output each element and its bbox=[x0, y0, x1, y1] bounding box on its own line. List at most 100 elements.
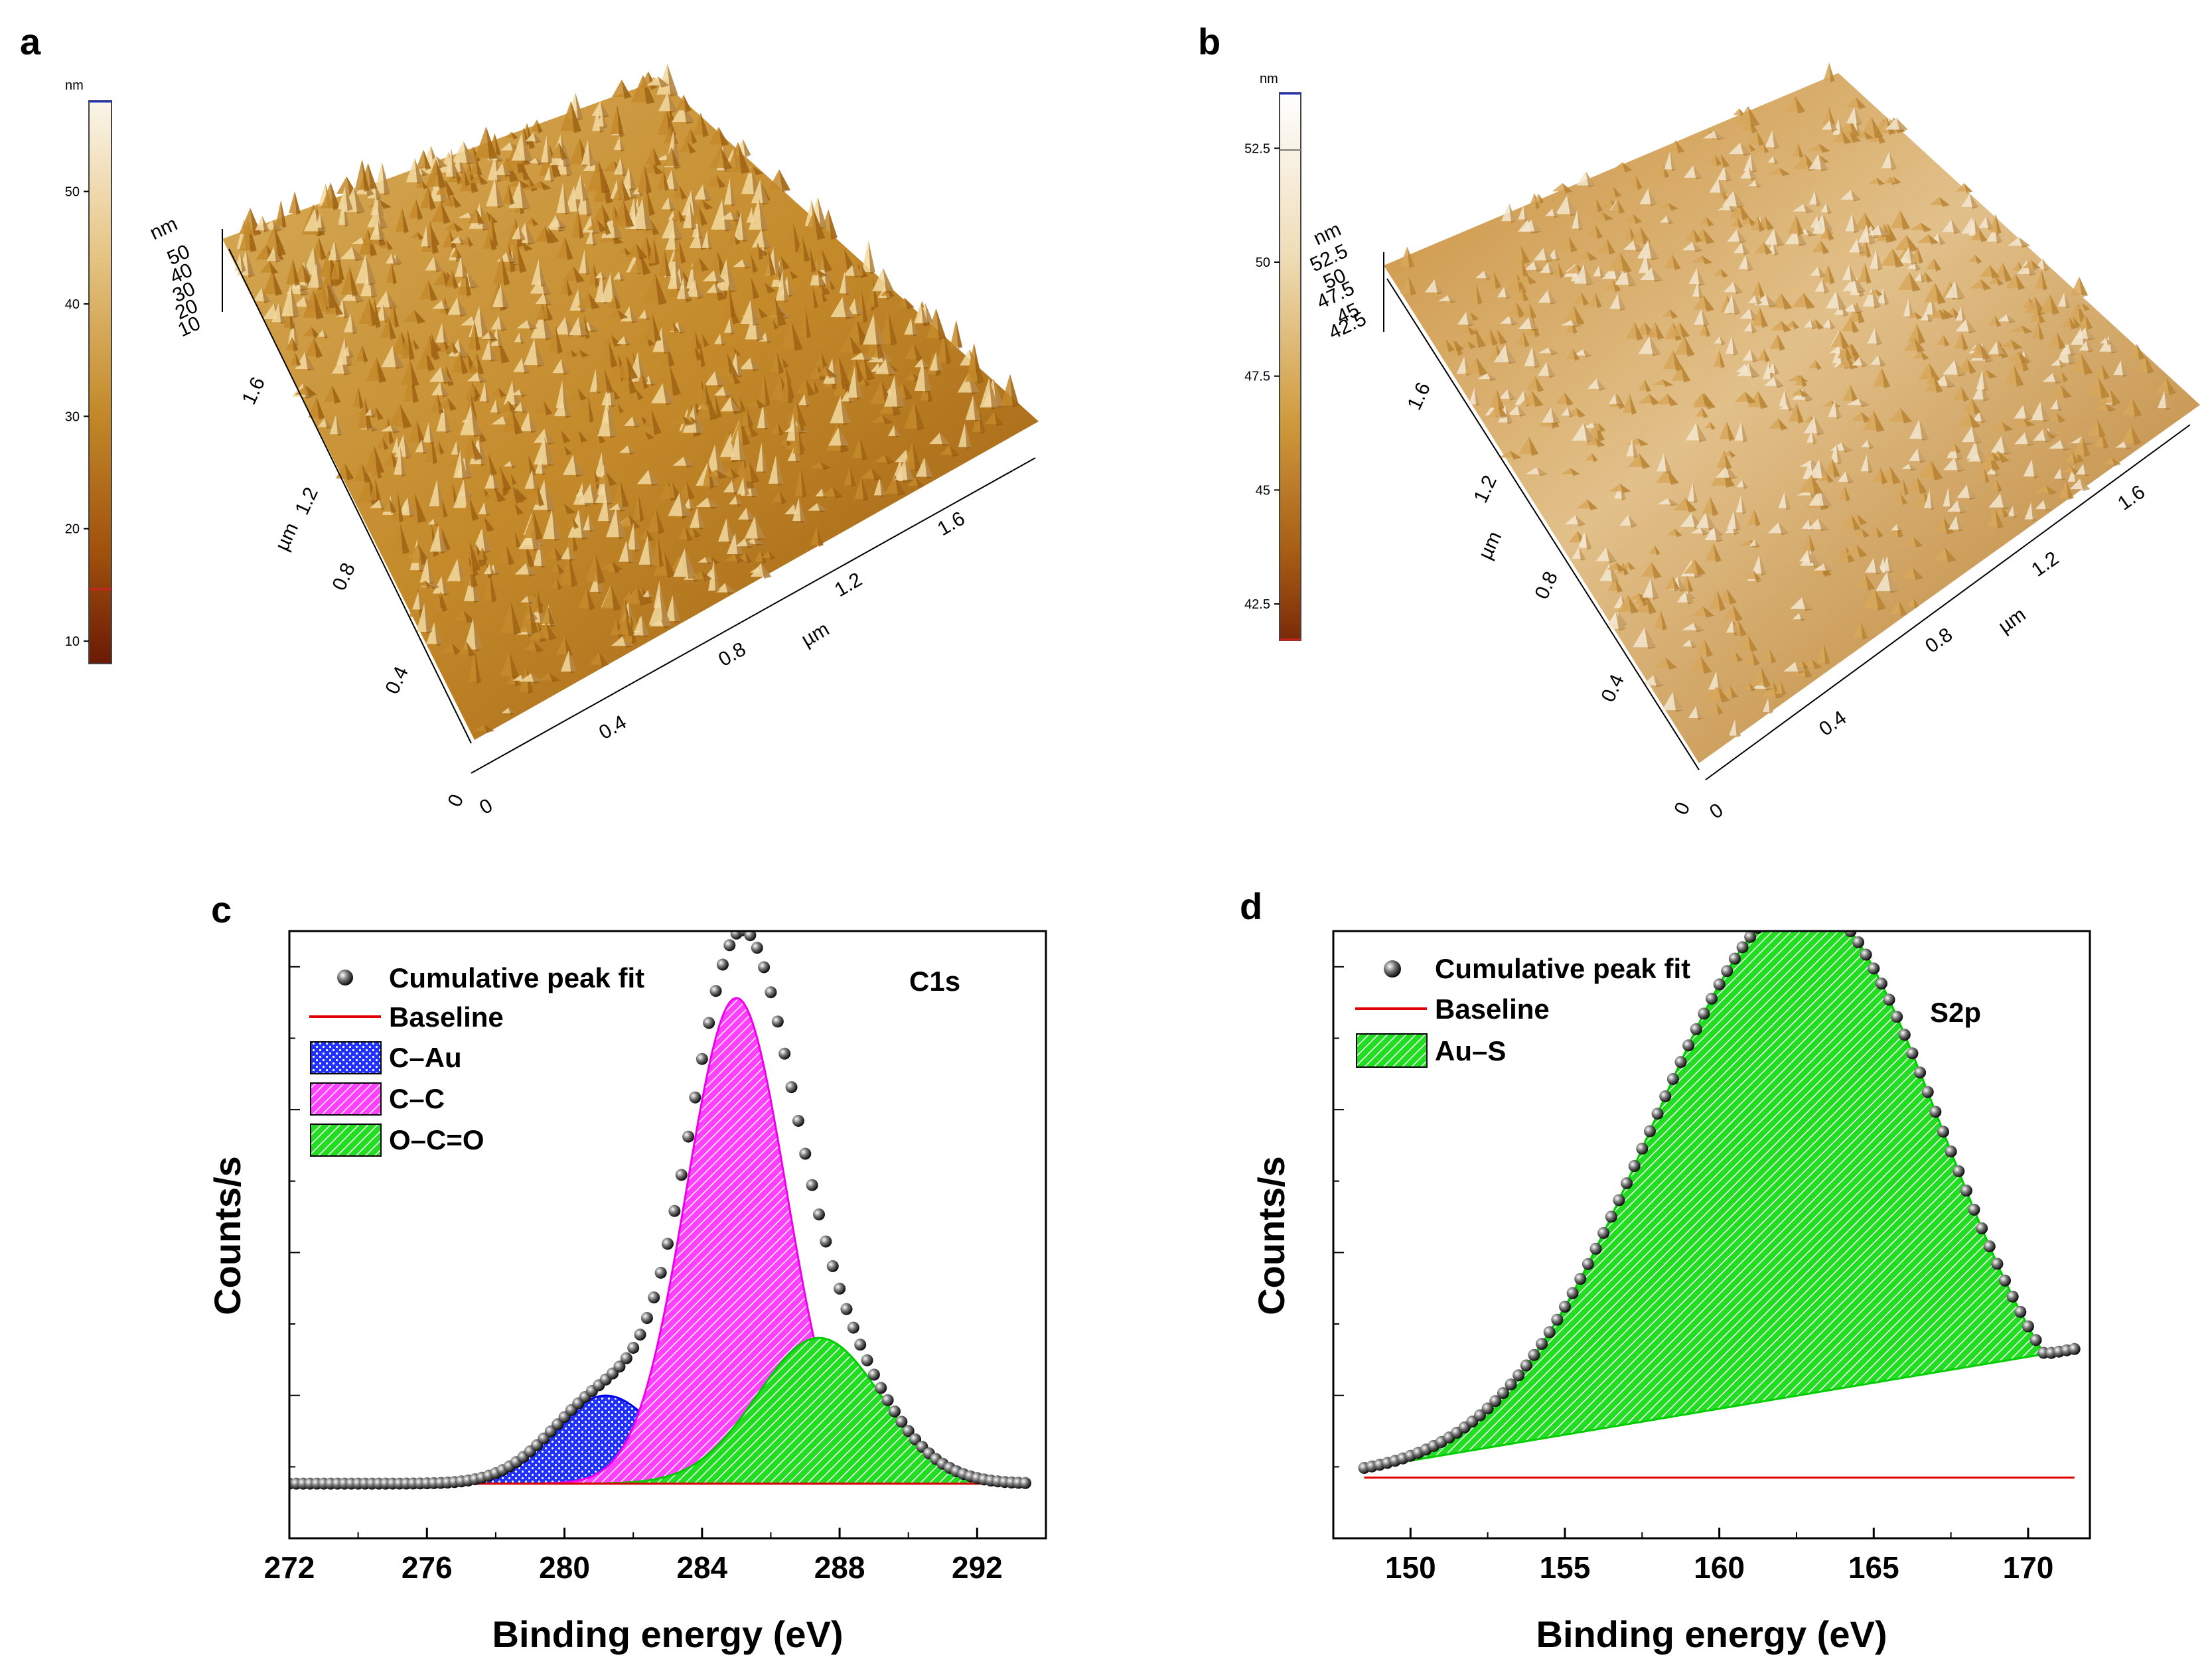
afm-a-shadow bbox=[261, 216, 269, 233]
chart-c-ylabel: Counts/s bbox=[206, 1156, 248, 1315]
afm-b-shadow bbox=[1613, 279, 1621, 293]
afm-b-shadow bbox=[1841, 442, 1853, 453]
afm-b-shadow bbox=[1596, 378, 1606, 391]
afm-a-shadow bbox=[715, 371, 725, 388]
afm-b-shadow bbox=[2085, 327, 2096, 341]
afm-a-shadow bbox=[386, 240, 394, 251]
afm-b-shadow bbox=[1742, 479, 1748, 490]
afm-a-shadow bbox=[602, 204, 611, 223]
afm-b-shadow bbox=[1516, 301, 1526, 318]
afm-b-shadow bbox=[1866, 454, 1874, 474]
afm-b-shadow bbox=[1745, 254, 1753, 271]
afm-a-shadow bbox=[760, 179, 770, 206]
afm-a-x-tick-1: 0.4 bbox=[595, 711, 630, 744]
afm-a-shadow bbox=[429, 335, 437, 358]
afm-b-shadow bbox=[1811, 659, 1822, 670]
afm-a-shadow bbox=[376, 469, 383, 479]
afm-b-shadow bbox=[1951, 219, 1961, 234]
afm-b-shadow bbox=[1858, 398, 1871, 407]
afm-a-shadow bbox=[274, 225, 286, 257]
chart-c-xtick-label-4: 288 bbox=[814, 1550, 865, 1585]
afm-a-shadow bbox=[437, 394, 444, 415]
afm-b-shadow bbox=[1505, 404, 1513, 425]
afm-b-shadow bbox=[1957, 500, 1968, 514]
afm-b-shadow bbox=[1701, 308, 1710, 327]
afm-b-shadow bbox=[1772, 130, 1780, 149]
chart-d-cumulative-point bbox=[1520, 1359, 1532, 1372]
afm-a-shadow bbox=[473, 384, 481, 399]
afm-a-shadow bbox=[400, 446, 407, 477]
afm-a-shadow bbox=[552, 509, 561, 542]
afm-a-shadow bbox=[493, 564, 500, 575]
afm-b-y-tick-4: 0 bbox=[1670, 799, 1694, 818]
afm-a-shadow bbox=[905, 459, 915, 482]
afm-b-shadow bbox=[1954, 443, 1961, 454]
afm-b-shadow bbox=[1852, 303, 1864, 314]
afm-b-x-tick-4: 1.6 bbox=[2114, 481, 2149, 515]
afm-b-shadow bbox=[2108, 336, 2118, 354]
afm-a-z-unit: nm bbox=[147, 213, 181, 245]
chart-d-cumulative-point bbox=[1799, 895, 1810, 907]
afm-b-shadow bbox=[1710, 496, 1719, 516]
afm-a-shadow bbox=[595, 553, 605, 584]
afm-a-shadow bbox=[664, 551, 676, 578]
chart-d-cumulative-point bbox=[1613, 1194, 1625, 1206]
afm-a-shadow bbox=[616, 507, 627, 540]
afm-a-shadow bbox=[661, 327, 671, 354]
afm-b-shadow bbox=[2112, 458, 2121, 467]
afm-b-shadow bbox=[1925, 271, 1933, 283]
chart-d-cumulative-point bbox=[1674, 1056, 1687, 1068]
afm-b-shadow bbox=[1706, 216, 1714, 227]
chart-c-cumulative-point bbox=[620, 1352, 632, 1364]
afm-b-shadow bbox=[1934, 376, 1943, 394]
afm-a-shadow bbox=[671, 147, 680, 169]
chart-c-cumulative-point bbox=[847, 1321, 859, 1334]
afm-a-shadow bbox=[441, 576, 451, 596]
afm-b-shadow bbox=[1489, 328, 1499, 346]
afm-a-shadow bbox=[428, 280, 438, 302]
afm-b-shadow bbox=[1914, 312, 1923, 320]
afm-a-shadow bbox=[911, 317, 919, 337]
afm-a-shadow bbox=[994, 411, 1003, 427]
legend-d-label-au-s: Au–S bbox=[1435, 1035, 1506, 1066]
afm-b-shadow bbox=[1474, 387, 1481, 407]
afm-a-shadow bbox=[710, 556, 720, 565]
afm-b-shadow bbox=[1733, 604, 1743, 622]
afm-a-shadow bbox=[566, 278, 573, 297]
afm-b-shadow bbox=[1694, 559, 1706, 576]
afm-a-shadow bbox=[786, 373, 793, 404]
chart-c-cumulative-point bbox=[654, 1266, 667, 1279]
afm-b-shadow bbox=[1784, 491, 1791, 510]
afm-b-shadow bbox=[1476, 283, 1483, 305]
afm-b-shadow bbox=[1667, 468, 1679, 485]
afm-a-shadow bbox=[936, 308, 946, 340]
afm-b-shadow bbox=[1998, 451, 2010, 463]
afm-a-shadow bbox=[939, 433, 950, 447]
colorbar-a-tick-label-0: 50 bbox=[65, 185, 80, 200]
afm-a-shadow bbox=[1009, 374, 1019, 408]
afm-b-shadow bbox=[1662, 379, 1674, 388]
afm-b-shadow bbox=[1745, 392, 1756, 404]
afm-b-shadow bbox=[1510, 451, 1522, 460]
afm-a-shadow bbox=[705, 557, 713, 565]
afm-b-shadow bbox=[1681, 364, 1691, 383]
afm-a-shadow bbox=[613, 390, 621, 400]
afm-a-shadow bbox=[650, 219, 660, 236]
afm-b-shadow bbox=[1705, 322, 1711, 338]
afm-b-shadow bbox=[1581, 292, 1589, 306]
chart-d-xtick-label-1: 155 bbox=[1540, 1550, 1591, 1585]
afm-a-shadow bbox=[519, 181, 531, 210]
afm-a-shadow bbox=[434, 622, 443, 646]
afm-a-shadow bbox=[458, 338, 469, 359]
afm-a-shadow bbox=[828, 209, 838, 240]
afm-a-shadow bbox=[796, 401, 806, 428]
afm-a-shadow bbox=[720, 333, 727, 346]
afm-b-shadow bbox=[2101, 364, 2110, 380]
afm-b-shadow bbox=[1700, 527, 1710, 536]
afm-b-shadow bbox=[1583, 348, 1592, 358]
chart-d-plot bbox=[1358, 895, 2081, 1479]
afm-a-shadow bbox=[798, 497, 806, 524]
afm-b-shadow bbox=[1954, 281, 1966, 300]
afm-a-shadow bbox=[407, 496, 415, 518]
afm-a-shadow bbox=[484, 382, 490, 403]
